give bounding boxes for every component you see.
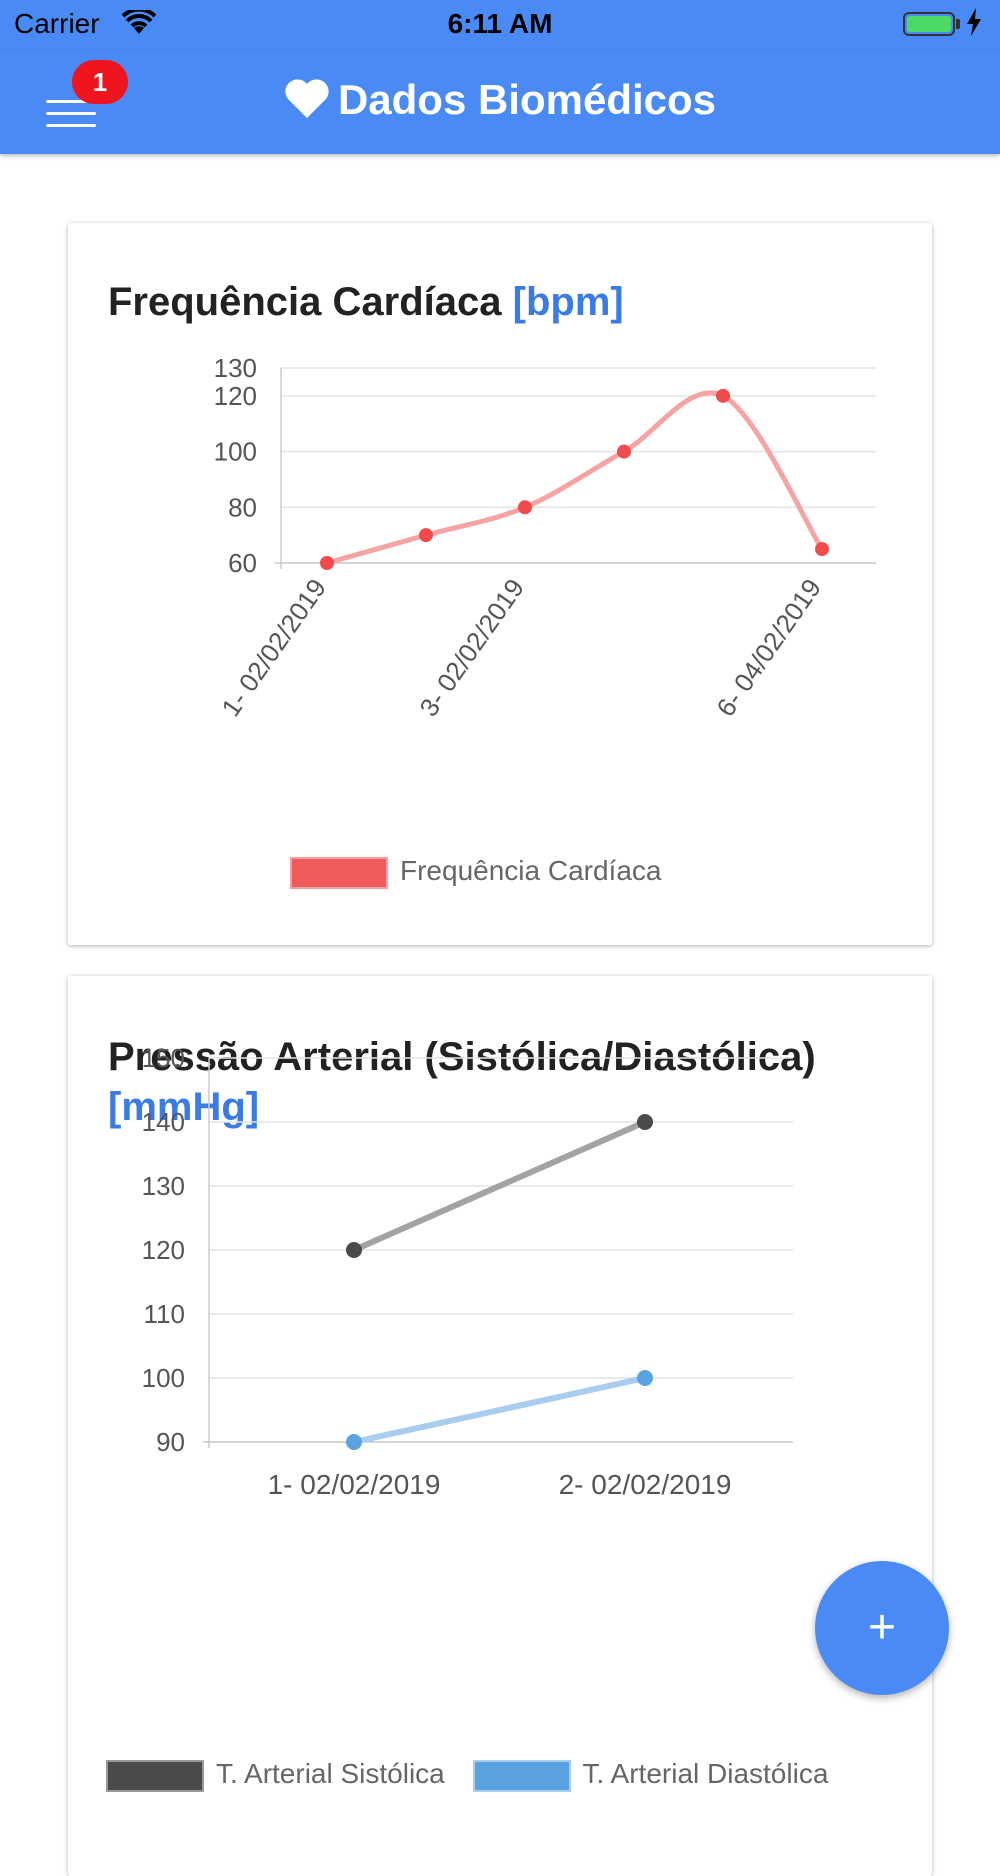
page-title: Dados Biomédicos xyxy=(0,76,1000,124)
diastolic-data-point xyxy=(346,1434,362,1450)
wifi-icon xyxy=(121,7,157,43)
heart-rate-title: Frequência Cardíaca [bpm] xyxy=(108,277,624,327)
heart-rate-title-text: Frequência Cardíaca xyxy=(108,280,502,324)
x-tick-label: 3- 02/02/2019 xyxy=(413,573,530,722)
heart-rate-unit: [bpm] xyxy=(512,280,624,324)
heart-rate-legend-label: Frequência Cardíaca xyxy=(400,855,662,886)
heart-rate-card: Frequência Cardíaca [bpm] 60 80 100 120 130 1… xyxy=(68,223,932,945)
heart-rate-legend-swatch xyxy=(290,856,388,889)
diastolic-legend-swatch xyxy=(472,1759,571,1792)
add-data-button[interactable]: + xyxy=(815,1561,949,1695)
charging-bolt-icon xyxy=(966,8,982,43)
blood-pressure-chart: 90 100 110 120 130 140 150 1- 02/02/2019 2- 02/0… xyxy=(142,1043,793,1500)
battery-tip xyxy=(956,19,960,29)
x-tick-label: 2- 02/02/2019 xyxy=(559,1469,732,1500)
y-tick-label: 60 xyxy=(228,548,257,578)
heart-rate-series-line xyxy=(326,390,825,566)
blood-pressure-legend: T. Arterial Sistólica T. Arterial Diastó… xyxy=(106,1758,848,1792)
y-tick-label: 90 xyxy=(156,1427,185,1457)
heart-rate-data-point xyxy=(419,528,433,543)
y-tick-label: 150 xyxy=(142,1043,185,1073)
clock-time: 6:11 AM xyxy=(447,8,553,39)
menu-button[interactable] xyxy=(40,76,100,136)
y-tick-label: 120 xyxy=(214,381,257,411)
blood-pressure-title: Pressão Arterial (Sistólica/Diastólica) … xyxy=(108,1032,908,1132)
systolic-data-point xyxy=(346,1242,362,1258)
battery-icon xyxy=(903,12,955,36)
legend-item-systolic: T. Arterial Sistólica xyxy=(106,1758,445,1792)
diastolic-data-point xyxy=(637,1370,653,1386)
blood-pressure-title-text: Pressão Arterial (Sistólica/Diastólica) xyxy=(108,1035,816,1079)
x-tick-label: 1- 02/02/2019 xyxy=(268,1469,441,1500)
heart-rate-legend: Frequência Cardíaca xyxy=(290,855,661,889)
menu-icon-line-3 xyxy=(46,124,96,127)
y-tick-label: 100 xyxy=(142,1363,185,1393)
y-tick-label: 130 xyxy=(142,1171,185,1201)
y-tick-label: 110 xyxy=(144,1299,185,1329)
notification-badge[interactable]: 1 xyxy=(72,60,128,104)
legend-item-diastolic: T. Arterial Diastólica xyxy=(472,1758,829,1792)
x-tick-label: 6- 04/02/2019 xyxy=(710,573,827,722)
menu-icon-line-2 xyxy=(46,112,96,115)
y-tick-label: 130 xyxy=(214,353,257,383)
status-bar: Carrier 6:11 AM xyxy=(0,0,1000,50)
y-tick-label: 80 xyxy=(228,492,257,522)
diastolic-legend-label: T. Arterial Diastólica xyxy=(582,1758,829,1789)
heart-rate-data-point xyxy=(518,500,532,515)
heart-rate-data-point xyxy=(617,444,631,459)
systolic-legend-swatch xyxy=(106,1759,204,1792)
y-tick-label: 100 xyxy=(214,437,257,467)
heart-rate-data-point xyxy=(815,542,829,557)
heart-rate-data-point xyxy=(320,556,334,570)
app-title-text: Dados Biomédicos xyxy=(337,76,717,123)
systolic-data-point xyxy=(637,1114,653,1130)
y-tick-label: 120 xyxy=(142,1235,185,1265)
y-tick-label: 140 xyxy=(142,1107,185,1137)
x-tick-label: 1- 02/02/2019 xyxy=(215,573,332,722)
heart-icon xyxy=(285,79,329,118)
blood-pressure-card: Pressão Arterial (Sistólica/Diastólica) … xyxy=(68,976,932,1876)
carrier-label: Carrier xyxy=(14,8,100,39)
diastolic-series-line xyxy=(353,1375,646,1445)
menu-icon xyxy=(46,100,96,103)
heart-rate-data-point xyxy=(716,388,730,403)
app-bar: 1 Dados Biomédicos xyxy=(0,50,1000,154)
systolic-legend-label: T. Arterial Sistólica xyxy=(216,1758,445,1789)
systolic-series-line xyxy=(352,1119,647,1253)
